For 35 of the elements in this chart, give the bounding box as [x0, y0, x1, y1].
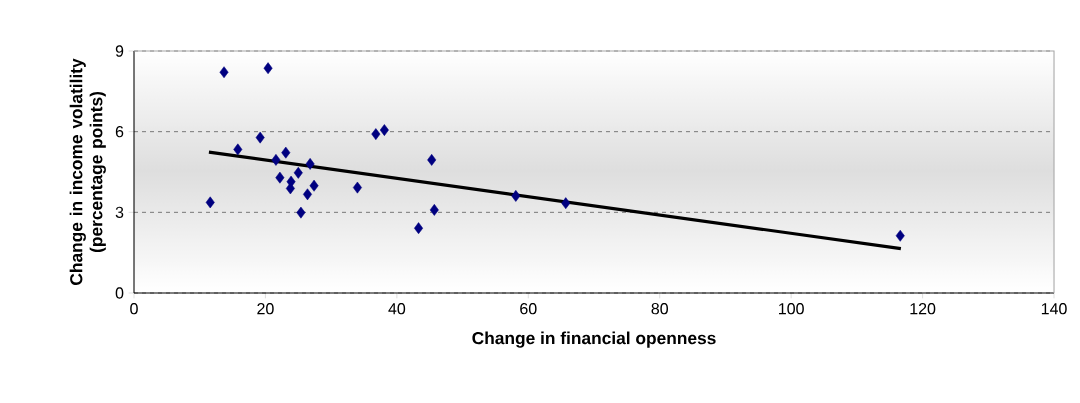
y-axis-title: Change in income volatility (percentage points) [69, 58, 106, 285]
point [561, 197, 571, 210]
point [219, 66, 229, 79]
point [352, 181, 362, 194]
point [296, 206, 306, 219]
x-tick-label: 100 [779, 303, 804, 315]
x-tick-label: 140 [1041, 303, 1067, 315]
point [293, 166, 303, 179]
point [895, 229, 905, 242]
x-tick-label: 120 [910, 303, 936, 315]
point [379, 124, 389, 136]
point [233, 143, 243, 156]
x-axis-title: Change in financial openness [472, 331, 716, 348]
point [205, 196, 215, 209]
point [429, 204, 439, 216]
x-tick-label: 60 [520, 303, 537, 315]
point [281, 146, 291, 159]
y-tick-label: 3 [115, 206, 124, 218]
x-tick-label: 40 [388, 303, 406, 315]
point [414, 222, 424, 235]
point [255, 131, 265, 144]
point [271, 154, 281, 166]
x-tick-label: 0 [130, 303, 138, 315]
x-tick-label: 80 [651, 303, 668, 315]
point [427, 154, 437, 166]
y-tick-label: 9 [115, 45, 124, 57]
y-tick-label: 0 [115, 287, 124, 299]
point [511, 190, 521, 202]
x-tick-label: 20 [257, 303, 274, 315]
point [305, 158, 315, 170]
point [263, 62, 273, 75]
point [275, 171, 285, 184]
point [371, 128, 381, 140]
point [309, 179, 319, 192]
y-tick-label: 6 [115, 126, 124, 138]
